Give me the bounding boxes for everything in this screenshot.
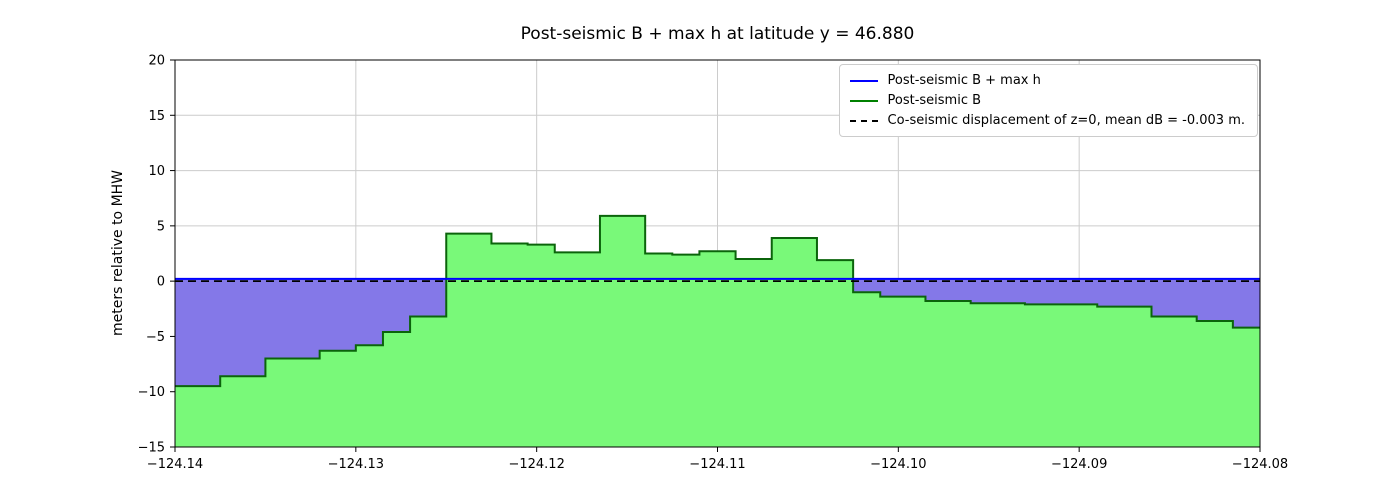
x-tick-label: −124.14 <box>147 457 203 472</box>
x-tick-label: −124.09 <box>1051 457 1107 472</box>
legend-label: Co-seismic displacement of z=0, mean dB … <box>887 113 1246 128</box>
x-tick-label: −124.11 <box>689 457 745 472</box>
legend-item-b: Post-seismic B <box>849 93 1246 108</box>
tick-labels: −124.14 −124.13 −124.12 −124.11 −124.10 −124.… <box>138 54 1289 473</box>
x-tick-label: −124.12 <box>508 457 564 472</box>
y-tick-label: −15 <box>138 441 165 456</box>
y-tick-label: 10 <box>148 164 165 179</box>
green-line-sample-icon <box>849 99 878 102</box>
x-tick-label: −124.10 <box>870 457 926 472</box>
legend-item-b-plus-h: Post-seismic B + max h <box>849 73 1246 88</box>
chart-title: Post-seismic B + max h at latitude y = 4… <box>520 24 915 44</box>
dashed-line-sample-icon <box>849 119 878 122</box>
y-tick-label: −10 <box>138 385 165 400</box>
y-tick-label: −5 <box>146 330 165 345</box>
post-seismic-b-line <box>175 214 1260 388</box>
legend-label: Post-seismic B + max h <box>887 73 1041 88</box>
legend: Post-seismic B + max h Post-seismic B Co… <box>838 64 1258 137</box>
y-tick-label: 0 <box>157 275 165 290</box>
y-tick-label: 20 <box>148 54 165 69</box>
legend-label: Post-seismic B <box>887 93 982 108</box>
x-tick-label: −124.13 <box>328 457 384 472</box>
legend-item-coseismic: Co-seismic displacement of z=0, mean dB … <box>849 113 1246 128</box>
x-tick-label: −124.08 <box>1232 457 1288 472</box>
blue-line-sample-icon <box>849 79 878 82</box>
y-tick-label: 15 <box>148 109 165 124</box>
y-tick-label: 5 <box>157 219 165 234</box>
